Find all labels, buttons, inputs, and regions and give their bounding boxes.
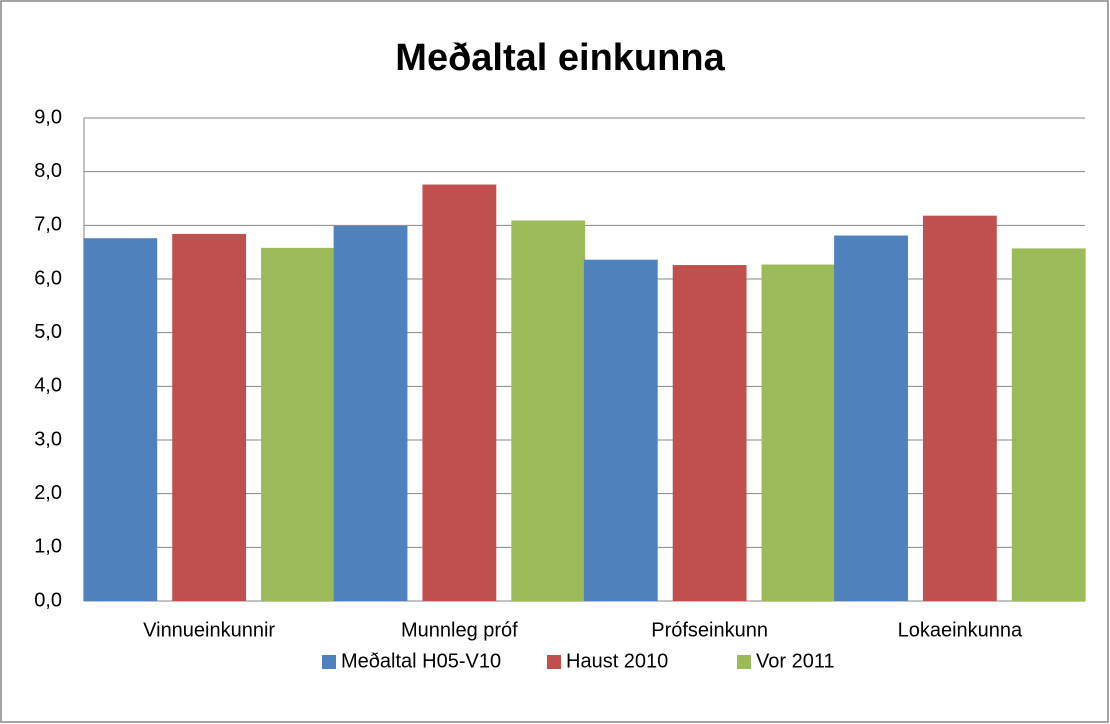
bar	[83, 238, 158, 602]
bar	[172, 233, 247, 602]
bar	[761, 264, 836, 601]
y-tick-label: 7,0	[34, 214, 62, 236]
legend-label: Meðaltal H05-V10	[341, 650, 501, 672]
legend-swatch	[322, 655, 336, 669]
legend-label: Haust 2010	[566, 650, 668, 672]
bar	[261, 247, 335, 601]
bar	[922, 215, 997, 601]
bar	[333, 225, 408, 601]
legend-swatch	[737, 655, 751, 669]
x-tick-label: Munnleg próf	[401, 619, 518, 641]
y-tick-label: 3,0	[34, 428, 62, 450]
x-tick-label: Lokaeinkunna	[898, 619, 1023, 641]
legend-label: Vor 2011	[756, 650, 835, 672]
bar	[672, 265, 747, 601]
y-tick-label: 6,0	[34, 267, 62, 289]
y-tick-label: 9,0	[34, 106, 62, 128]
chart-title: Meðaltal einkunna	[395, 37, 725, 79]
bar	[422, 184, 497, 601]
y-tick-label: 5,0	[34, 321, 62, 343]
legend-swatch	[547, 655, 561, 669]
x-tick-label: Vinnueinkunnir	[143, 619, 275, 641]
y-tick-label: 4,0	[34, 375, 62, 397]
x-tick-label: Prófseinkunn	[651, 619, 768, 641]
y-tick-label: 1,0	[34, 536, 62, 558]
y-tick-label: 8,0	[34, 160, 62, 182]
y-tick-label: 2,0	[34, 482, 62, 504]
bar	[1011, 248, 1086, 601]
bar	[511, 220, 586, 601]
bar	[583, 259, 658, 601]
bar	[834, 235, 908, 601]
y-tick-label: 0,0	[34, 589, 62, 611]
